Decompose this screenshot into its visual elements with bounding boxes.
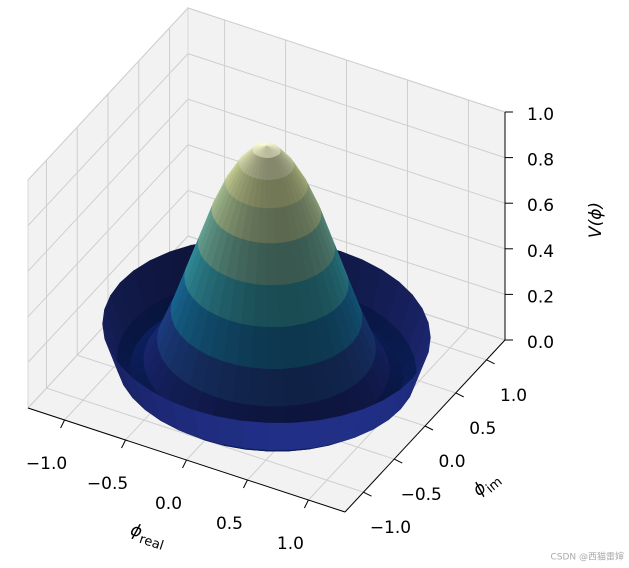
grid-line: [27, 144, 506, 318]
z-tick-label: 0.0: [527, 333, 554, 353]
x-tick-label: 0.5: [216, 514, 243, 534]
surface-patch: [266, 157, 272, 180]
x-tick: [243, 479, 248, 489]
y-axis-line: [344, 339, 506, 513]
grid-line: [27, 53, 506, 226]
y-tick: [424, 425, 434, 431]
y-tick: [486, 359, 495, 365]
grid-line: [27, 189, 506, 363]
y-tick: [394, 458, 403, 464]
grid-line: [27, 98, 506, 272]
z-tick-label: 0.4: [527, 242, 554, 262]
x-axis-line: [27, 407, 346, 513]
surface-patch: [251, 325, 268, 370]
x-tick: [303, 499, 309, 509]
x-tick: [121, 439, 126, 449]
y-tick-label: −0.5: [401, 485, 442, 505]
surface-patch: [249, 367, 268, 407]
surface: [102, 142, 431, 452]
z-axis-label: V(ϕ): [586, 202, 606, 238]
surface-patch: [253, 283, 268, 328]
surface-patch: [290, 420, 319, 450]
surface-patch: [241, 420, 268, 451]
y-tick-label: 0.0: [438, 452, 465, 472]
z-tick-label: 0.2: [527, 287, 554, 307]
surface-patch: [216, 416, 244, 449]
z-tick-label: 0.8: [527, 151, 554, 171]
x-tick: [60, 419, 66, 429]
x-tick-label: 0.0: [155, 494, 182, 514]
x-label-subscript: real: [137, 531, 165, 553]
y-tick: [363, 491, 372, 497]
surface-patch: [266, 284, 280, 328]
z-tick-label: 1.0: [527, 105, 554, 125]
x-tick: [182, 459, 187, 469]
surface-patch: [266, 242, 278, 286]
surface-patch: [266, 422, 294, 450]
x-tick-label: −1.0: [26, 454, 67, 474]
y-tick-label: 1.0: [500, 386, 527, 406]
surface-patch: [255, 241, 268, 286]
y-tick-label: 0.5: [469, 419, 496, 439]
surface-patch: [266, 368, 285, 407]
y-axis-label: ϕim: [469, 468, 505, 504]
watermark: CSDN @西猫雷婶: [550, 551, 624, 563]
surface-patch: [266, 326, 283, 369]
axes: −1.0−0.50.00.51.0−1.0−0.50.00.51.00.00.2…: [26, 105, 554, 554]
grid-line: [27, 7, 506, 181]
y-tick-label: −1.0: [370, 518, 411, 538]
z-tick-label: 0.6: [527, 196, 554, 216]
x-axis-label: ϕreal: [127, 520, 168, 553]
x-tick-label: 1.0: [277, 534, 304, 554]
y-tick: [455, 392, 464, 398]
x-tick-label: −0.5: [87, 474, 128, 494]
